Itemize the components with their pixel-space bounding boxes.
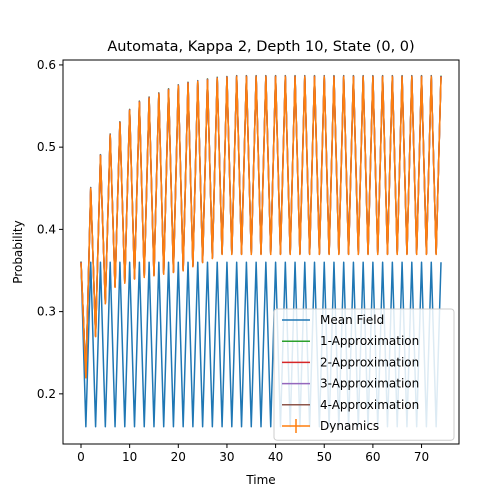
legend-label: Mean Field <box>320 313 384 327</box>
y-tick-label: 0.2 <box>37 387 56 401</box>
x-axis-label: Time <box>245 473 275 487</box>
series-line-dynamics <box>80 76 442 379</box>
legend-entry-1-approximation: 1-Approximation <box>282 334 419 348</box>
x-tick-label: 70 <box>414 450 429 464</box>
legend-entry-dynamics: Dynamics <box>282 419 379 433</box>
y-axis: 0.2 0.3 0.4 0.5 0.6 <box>37 58 63 401</box>
y-tick-label: 0.5 <box>37 140 56 154</box>
x-tick-label: 60 <box>365 450 380 464</box>
legend-label: 4-Approximation <box>320 398 419 412</box>
y-axis-label: Probability <box>11 220 25 283</box>
y-tick-label: 0.6 <box>37 58 56 72</box>
x-tick-label: 20 <box>171 450 186 464</box>
legend-entry-mean-field: Mean Field <box>282 313 384 327</box>
x-tick-label: 50 <box>317 450 332 464</box>
x-tick-label: 30 <box>219 450 234 464</box>
plot-frame <box>62 59 460 445</box>
legend-entry-2-approximation: 2-Approximation <box>282 355 419 369</box>
legend-label: 2-Approximation <box>320 355 419 369</box>
x-tick-label: 10 <box>122 450 137 464</box>
legend-entry-4-approximation: 4-Approximation <box>282 398 419 412</box>
series-layer <box>80 74 442 428</box>
legend-box <box>273 308 455 441</box>
y-tick-label: 0.4 <box>37 222 56 236</box>
y-tick-label: 0.3 <box>37 305 56 319</box>
legend-entry-3-approximation: 3-Approximation <box>282 377 419 391</box>
legend-label: 1-Approximation <box>320 334 419 348</box>
x-tick-label: 40 <box>268 450 283 464</box>
legend-label: 3-Approximation <box>320 377 419 391</box>
legend: Mean Field 1-Approximation 2-Approximation… <box>273 308 455 441</box>
x-tick-label: 0 <box>77 450 85 464</box>
legend-label: Dynamics <box>320 419 379 433</box>
chart-title: Automata, Kappa 2, Depth 10, State (0, 0… <box>107 39 414 55</box>
x-axis: 0 10 20 30 40 50 60 70 <box>77 444 429 464</box>
